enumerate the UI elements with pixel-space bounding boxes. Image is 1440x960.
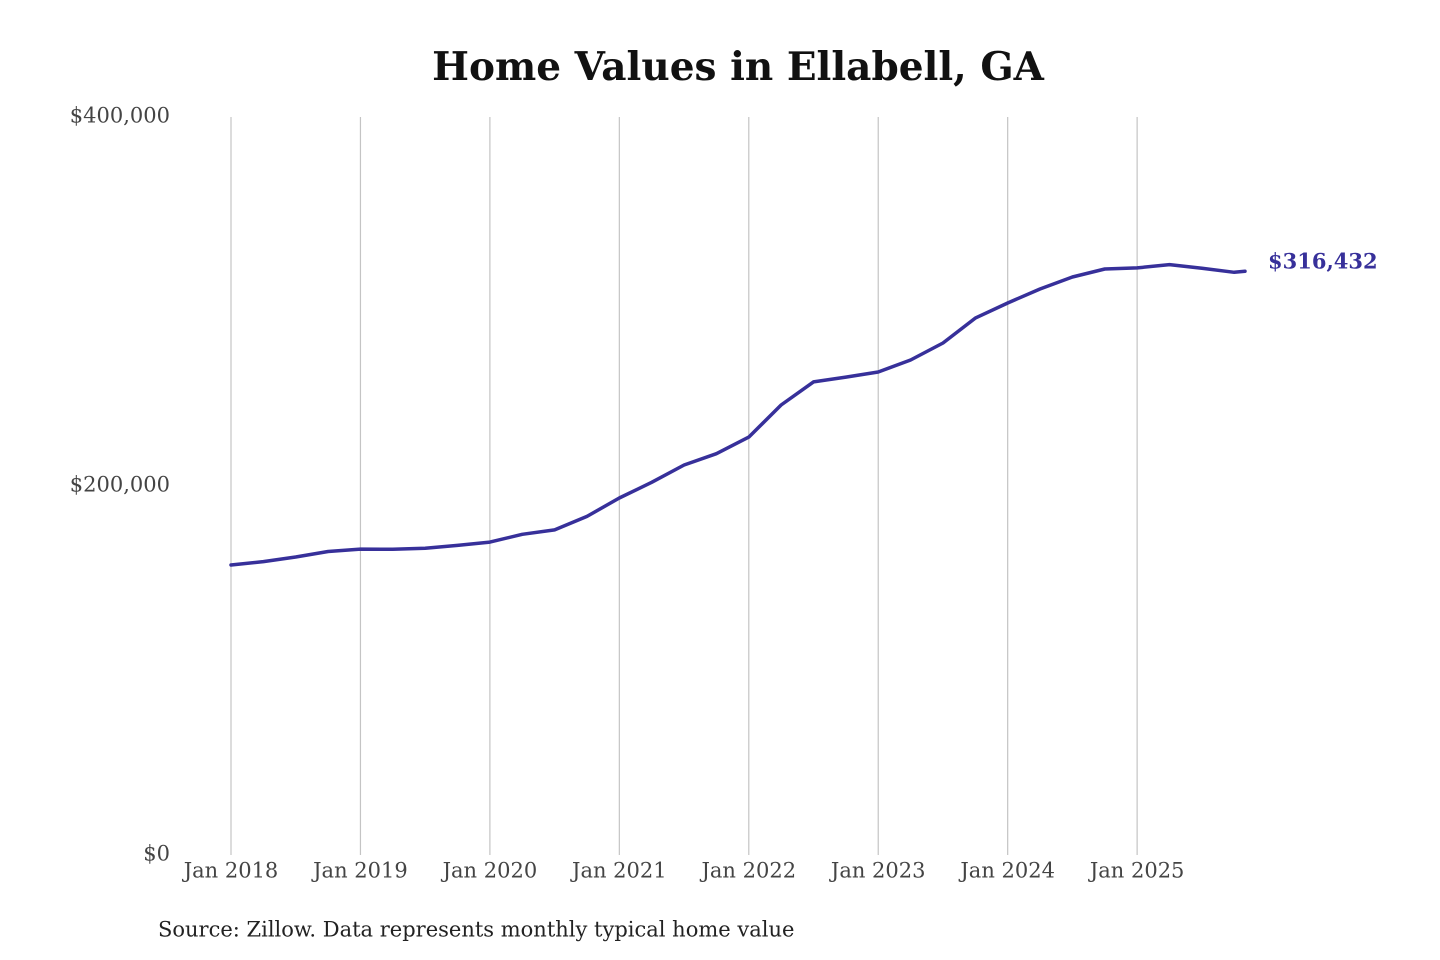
x-tick-label: Jan 2020 bbox=[441, 859, 538, 883]
data-line bbox=[229, 262, 1247, 567]
x-tick-label: Jan 2024 bbox=[958, 859, 1055, 883]
y-tick-label: $400,000 bbox=[70, 104, 170, 128]
y-tick-label: $200,000 bbox=[70, 473, 170, 497]
x-tick-label: Jan 2021 bbox=[570, 859, 667, 883]
source-note: Source: Zillow. Data represents monthly … bbox=[158, 918, 794, 942]
y-tick-label: $0 bbox=[143, 842, 170, 866]
x-tick-label: Jan 2019 bbox=[311, 859, 408, 883]
value-label: $316,432 bbox=[1268, 249, 1378, 274]
chart-title: Home Values in Ellabell, GA bbox=[432, 44, 1045, 90]
x-tick-label: Jan 2018 bbox=[182, 859, 279, 883]
x-tick-label: Jan 2025 bbox=[1088, 859, 1185, 883]
x-tick-label: Jan 2023 bbox=[829, 859, 926, 883]
x-tick-label: Jan 2022 bbox=[699, 859, 796, 883]
